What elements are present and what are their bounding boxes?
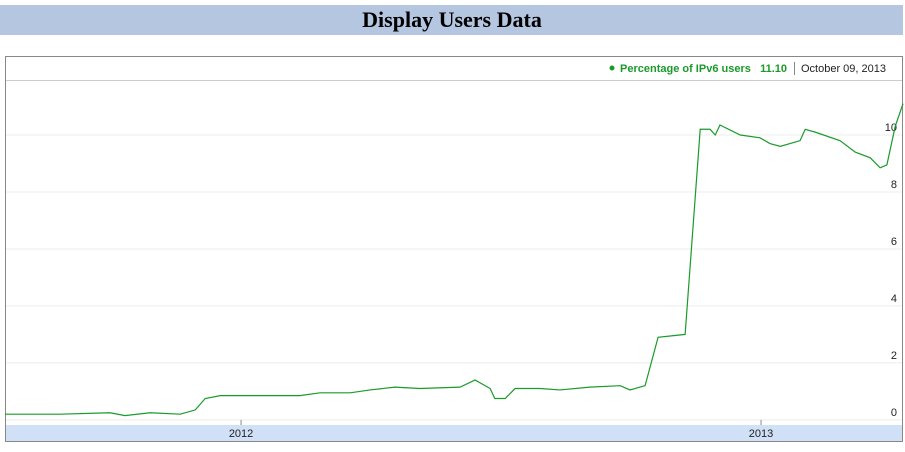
legend-dot <box>609 65 615 71</box>
x-axis-band <box>6 425 902 441</box>
page-title: Display Users Data <box>362 7 542 32</box>
legend-label: Percentage of IPv6 users <box>620 63 751 75</box>
legend-value: 11.10 <box>760 63 787 75</box>
y-tick-label: 2 <box>891 350 897 362</box>
x-tick-label: 2013 <box>749 428 773 440</box>
title-band <box>0 5 903 35</box>
x-tick-label: 2012 <box>229 428 253 440</box>
data-line <box>5 103 904 417</box>
y-tick-label: 8 <box>891 179 897 191</box>
y-tick-label: 6 <box>891 236 897 248</box>
y-tick-label: 0 <box>891 407 897 419</box>
y-tick-label: 4 <box>891 293 897 305</box>
legend-date: October 09, 2013 <box>801 63 886 75</box>
